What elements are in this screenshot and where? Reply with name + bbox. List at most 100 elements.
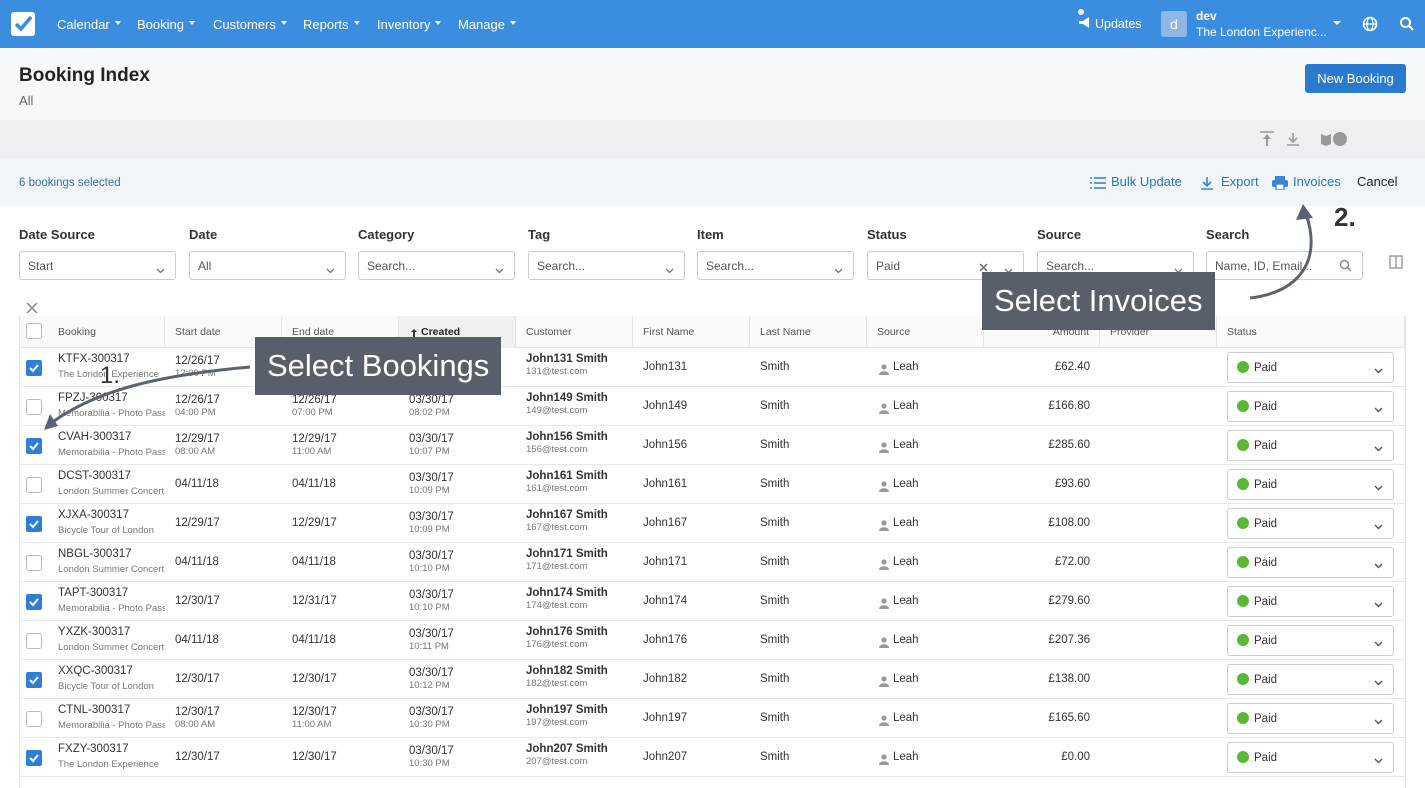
row-checkbox[interactable] bbox=[26, 516, 42, 537]
status-select[interactable]: Paid bbox=[1227, 391, 1394, 422]
page-subtitle: All bbox=[19, 93, 34, 108]
columns-icon[interactable] bbox=[1389, 255, 1403, 269]
avatar[interactable]: d bbox=[1161, 11, 1187, 37]
table-row[interactable]: FPZJ-300317 Memorabilia - Photo Pass 12/26… bbox=[20, 387, 1405, 426]
row-checkbox[interactable] bbox=[26, 594, 42, 615]
table-row[interactable]: NBGL-300317 London Summer Concert 04/11/18… bbox=[20, 543, 1405, 582]
cell: £279.60 bbox=[984, 582, 1100, 621]
cell: John207 Smith 207@test.com bbox=[516, 738, 633, 777]
row-checkbox[interactable] bbox=[26, 750, 42, 771]
column-header[interactable]: First Name bbox=[633, 316, 750, 348]
column-header[interactable]: Start date bbox=[165, 316, 282, 348]
table-row[interactable]: XJXA-300317 Bicycle Tour of London 12/29/1… bbox=[20, 504, 1405, 543]
cell-secondary: 10:30 PM bbox=[409, 758, 450, 769]
column-header[interactable]: Status bbox=[1217, 316, 1405, 348]
cell: £138.00 bbox=[984, 660, 1100, 699]
cell-primary: Smith bbox=[760, 361, 790, 373]
row-checkbox[interactable] bbox=[26, 633, 42, 654]
row-checkbox[interactable] bbox=[26, 438, 42, 459]
status-select[interactable]: Paid bbox=[1227, 586, 1394, 617]
filter-input[interactable]: Name, ID, Email... bbox=[1206, 251, 1363, 280]
status-select[interactable]: Paid bbox=[1227, 352, 1394, 383]
select-invoices-callout: Select Invoices bbox=[982, 272, 1215, 330]
cell: John167 Smith 167@test.com bbox=[516, 504, 633, 543]
status-dot-graphic bbox=[1237, 517, 1249, 529]
status-select[interactable]: Paid bbox=[1227, 625, 1394, 656]
globe-icon[interactable] bbox=[1362, 16, 1378, 32]
cell: John171 Smith 171@test.com bbox=[516, 543, 633, 582]
status-select[interactable]: Paid bbox=[1227, 703, 1394, 734]
status-select[interactable]: Paid bbox=[1227, 430, 1394, 461]
toolbar-icons[interactable] bbox=[1258, 130, 1348, 148]
nav-item[interactable]: Customers bbox=[213, 17, 287, 32]
bulk-action[interactable]: Bulk Update bbox=[1111, 174, 1182, 189]
updates-link[interactable]: Updates bbox=[1095, 17, 1142, 31]
clear-filters-icon[interactable] bbox=[26, 302, 38, 314]
cell-primary: John182 bbox=[643, 673, 688, 685]
column-header[interactable]: Booking bbox=[48, 316, 165, 348]
bulk-action[interactable]: Export bbox=[1221, 174, 1259, 189]
cell-primary: 04/11/18 bbox=[292, 634, 336, 646]
row-checkbox[interactable] bbox=[26, 399, 42, 420]
bulk-action[interactable]: Invoices bbox=[1293, 174, 1341, 189]
status-select[interactable]: Paid bbox=[1227, 469, 1394, 500]
status-dot bbox=[1237, 634, 1249, 649]
action-icon-graphic bbox=[1090, 177, 1106, 189]
table-row[interactable]: TAPT-300317 Memorabilia - Photo Pass 12/30… bbox=[20, 582, 1405, 621]
column-header[interactable]: Source bbox=[867, 316, 984, 348]
table-row[interactable]: YXZK-300317 London Summer Concert 04/11/18… bbox=[20, 621, 1405, 660]
table-row[interactable]: FXZY-300317 The London Experience 12/30/17… bbox=[20, 738, 1405, 777]
cell-primary: 04/11/18 bbox=[175, 478, 219, 490]
nav-item[interactable]: Inventory bbox=[377, 17, 441, 32]
new-booking-button[interactable]: New Booking bbox=[1305, 64, 1406, 93]
filter-input[interactable]: All bbox=[189, 251, 346, 280]
column-header[interactable]: Customer bbox=[516, 316, 633, 348]
cell: Leah bbox=[867, 621, 984, 660]
clear-icon[interactable] bbox=[979, 261, 988, 275]
nav-item[interactable]: Manage bbox=[458, 17, 516, 32]
cell: 12/30/17 bbox=[282, 738, 399, 777]
cancel-link[interactable]: Cancel bbox=[1357, 174, 1398, 189]
filter-input[interactable]: Search... bbox=[358, 251, 515, 280]
select-all-checkbox[interactable] bbox=[26, 323, 42, 344]
nav-item[interactable]: Calendar bbox=[57, 17, 121, 32]
cell-primary: John207 bbox=[643, 751, 688, 763]
filter-input[interactable]: Start bbox=[19, 251, 176, 280]
table-row[interactable]: KTFX-300317 The London Experience 12/26/17… bbox=[20, 348, 1405, 387]
status-select[interactable]: Paid bbox=[1227, 742, 1394, 773]
status-select[interactable]: Paid bbox=[1227, 547, 1394, 578]
caret bbox=[1333, 21, 1341, 25]
row-checkbox[interactable] bbox=[26, 672, 42, 693]
row-checkbox-graphic bbox=[26, 399, 42, 415]
status-dot-graphic bbox=[1237, 556, 1249, 568]
cell-primary: 12/30/17 bbox=[175, 751, 220, 763]
cell-primary: Leah bbox=[893, 673, 919, 685]
cell: £108.00 bbox=[984, 504, 1100, 543]
company-name[interactable]: The London Experienc... bbox=[1196, 25, 1327, 39]
search-icon[interactable] bbox=[1399, 16, 1415, 32]
cell-secondary: 197@test.com bbox=[526, 717, 588, 728]
table-row[interactable]: XXQC-300317 Bicycle Tour of London 12/30/1… bbox=[20, 660, 1405, 699]
cell-primary: 03/30/17 bbox=[409, 394, 454, 406]
row-checkbox[interactable] bbox=[26, 711, 42, 732]
cell-primary: TAPT-300317 bbox=[58, 587, 129, 599]
table-row[interactable]: CVAH-300317 Memorabilia - Photo Pass 12/29… bbox=[20, 426, 1405, 465]
status-select[interactable]: Paid bbox=[1227, 664, 1394, 695]
status-dot bbox=[1237, 556, 1249, 571]
row-checkbox[interactable] bbox=[26, 360, 42, 381]
page-title: Booking Index bbox=[19, 65, 150, 86]
filter-input[interactable]: Search... bbox=[697, 251, 854, 280]
row-checkbox[interactable] bbox=[26, 555, 42, 576]
status-select[interactable]: Paid bbox=[1227, 508, 1394, 539]
column-title: Status bbox=[1227, 326, 1257, 338]
nav-item[interactable]: Booking bbox=[137, 17, 195, 32]
filter-input[interactable]: Search... bbox=[528, 251, 685, 280]
row-checkbox[interactable] bbox=[26, 477, 42, 498]
column-header[interactable]: Last Name bbox=[750, 316, 867, 348]
table-row[interactable]: CTNL-300317 Memorabilia - Photo Pass 12/30… bbox=[20, 699, 1405, 738]
cell-primary: £72.00 bbox=[1054, 556, 1090, 568]
nav-item[interactable]: Reports bbox=[303, 17, 360, 32]
cell-primary: CVAH-300317 bbox=[58, 431, 132, 443]
table-row[interactable]: DCST-300317 London Summer Concert 04/11/18… bbox=[20, 465, 1405, 504]
column-header[interactable]: End date bbox=[282, 316, 399, 348]
